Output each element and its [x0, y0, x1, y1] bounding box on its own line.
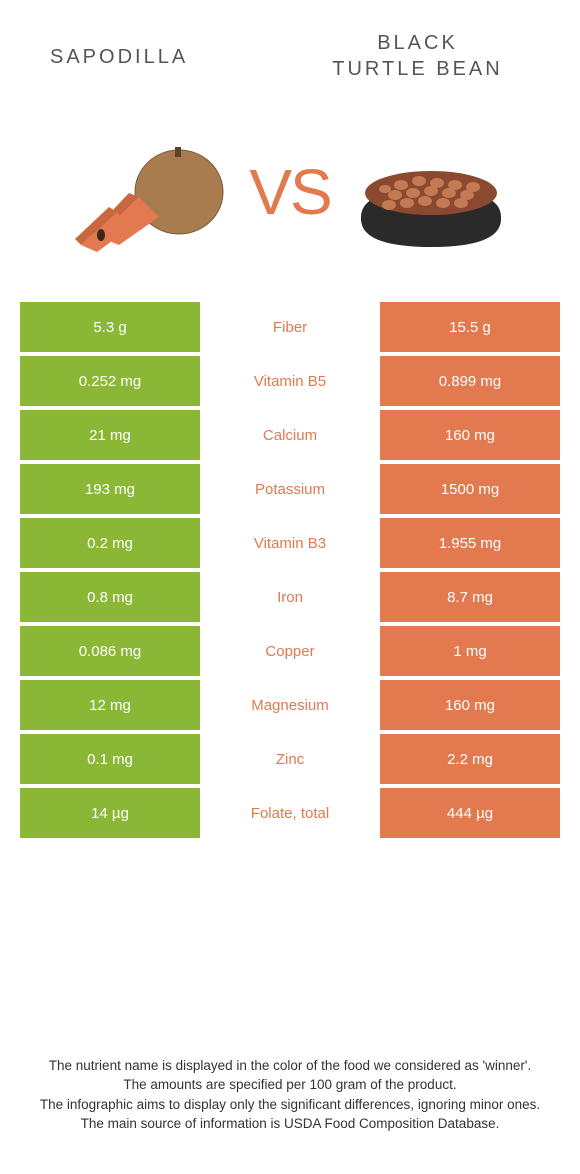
- value-left: 0.2 mg: [20, 518, 200, 568]
- footer-line: The infographic aims to display only the…: [30, 1095, 550, 1115]
- header: Sapodilla Black turtle bean: [0, 0, 580, 92]
- table-row: 0.086 mgCopper1 mg: [20, 626, 560, 676]
- vs-label: VS: [249, 155, 330, 229]
- value-right: 0.899 mg: [380, 356, 560, 406]
- vs-row: VS: [0, 92, 580, 302]
- footer-line: The amounts are specified per 100 gram o…: [30, 1075, 550, 1095]
- table-row: 14 µgFolate, total444 µg: [20, 788, 560, 838]
- value-left: 12 mg: [20, 680, 200, 730]
- food-image-right: [351, 122, 511, 262]
- value-right: 1.955 mg: [380, 518, 560, 568]
- table-row: 0.8 mgIron8.7 mg: [20, 572, 560, 622]
- value-left: 0.8 mg: [20, 572, 200, 622]
- value-left: 0.1 mg: [20, 734, 200, 784]
- value-left: 21 mg: [20, 410, 200, 460]
- nutrient-name: Vitamin B3: [200, 518, 380, 568]
- value-right: 444 µg: [380, 788, 560, 838]
- nutrient-name: Fiber: [200, 302, 380, 352]
- nutrient-name: Potassium: [200, 464, 380, 514]
- value-right: 15.5 g: [380, 302, 560, 352]
- footer-notes: The nutrient name is displayed in the co…: [0, 1056, 580, 1134]
- value-left: 5.3 g: [20, 302, 200, 352]
- nutrient-name: Copper: [200, 626, 380, 676]
- table-row: 21 mgCalcium160 mg: [20, 410, 560, 460]
- value-right: 160 mg: [380, 680, 560, 730]
- table-row: 0.252 mgVitamin B50.899 mg: [20, 356, 560, 406]
- nutrient-name: Magnesium: [200, 680, 380, 730]
- table-row: 5.3 gFiber15.5 g: [20, 302, 560, 352]
- footer-line: The main source of information is USDA F…: [30, 1114, 550, 1134]
- value-left: 0.086 mg: [20, 626, 200, 676]
- nutrient-name: Calcium: [200, 410, 380, 460]
- table-row: 0.2 mgVitamin B31.955 mg: [20, 518, 560, 568]
- value-right: 1 mg: [380, 626, 560, 676]
- footer-line: The nutrient name is displayed in the co…: [30, 1056, 550, 1076]
- value-left: 193 mg: [20, 464, 200, 514]
- nutrient-name: Iron: [200, 572, 380, 622]
- title-left: Sapodilla: [40, 30, 295, 82]
- value-right: 160 mg: [380, 410, 560, 460]
- nutrient-name: Folate, total: [200, 788, 380, 838]
- value-right: 2.2 mg: [380, 734, 560, 784]
- nutrient-name: Zinc: [200, 734, 380, 784]
- title-right: Black turtle bean: [295, 30, 540, 82]
- value-right: 8.7 mg: [380, 572, 560, 622]
- nutrient-table: 5.3 gFiber15.5 g0.252 mgVitamin B50.899 …: [20, 302, 560, 838]
- value-left: 0.252 mg: [20, 356, 200, 406]
- value-right: 1500 mg: [380, 464, 560, 514]
- table-row: 0.1 mgZinc2.2 mg: [20, 734, 560, 784]
- value-left: 14 µg: [20, 788, 200, 838]
- food-image-left: [69, 122, 229, 262]
- nutrient-name: Vitamin B5: [200, 356, 380, 406]
- table-row: 12 mgMagnesium160 mg: [20, 680, 560, 730]
- table-row: 193 mgPotassium1500 mg: [20, 464, 560, 514]
